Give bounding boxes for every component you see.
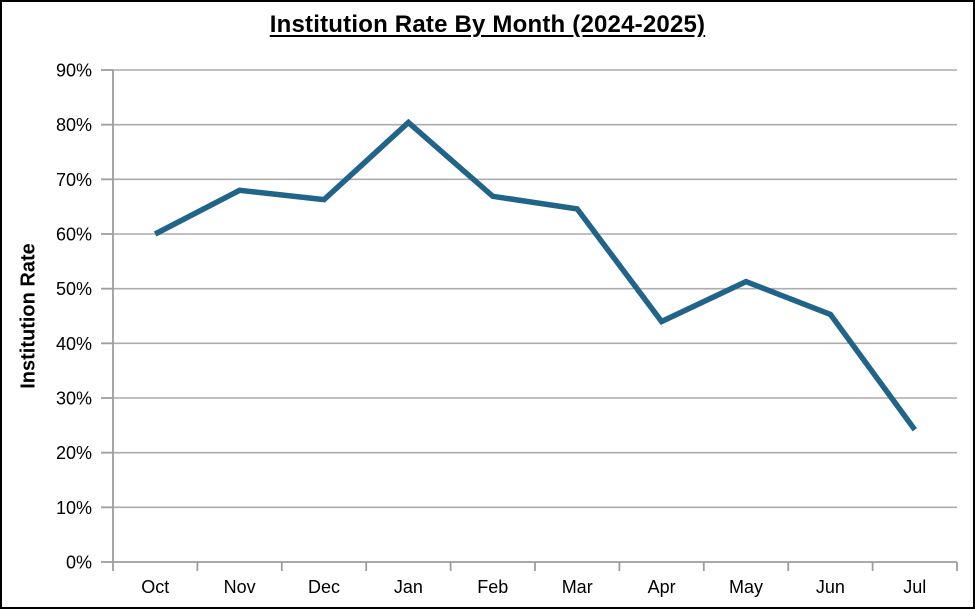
x-tick-label: Jul (903, 577, 926, 597)
y-tick-label: 80% (56, 115, 92, 135)
y-tick-label: 40% (56, 334, 92, 354)
y-tick-label: 20% (56, 443, 92, 463)
x-tick-label: Feb (477, 577, 508, 597)
y-tick-label: 0% (66, 553, 92, 573)
x-tick-label: Mar (562, 577, 593, 597)
x-tick-label: May (729, 577, 763, 597)
x-tick-label: Jan (394, 577, 423, 597)
y-tick-label: 70% (56, 170, 92, 190)
x-tick-label: Oct (141, 577, 169, 597)
x-tick-label: Jun (816, 577, 845, 597)
y-tick-label: 50% (56, 279, 92, 299)
y-tick-label: 10% (56, 498, 92, 518)
y-tick-label: 60% (56, 225, 92, 245)
y-tick-label: 30% (56, 389, 92, 409)
institution-rate-line (153, 118, 918, 432)
x-tick-label: Nov (224, 577, 256, 597)
x-tick-label: Dec (308, 577, 340, 597)
chart-title: Institution Rate By Month (2024-2025) (269, 11, 706, 38)
y-tick-label: 90% (56, 61, 92, 81)
x-tick-label: Apr (648, 577, 676, 597)
